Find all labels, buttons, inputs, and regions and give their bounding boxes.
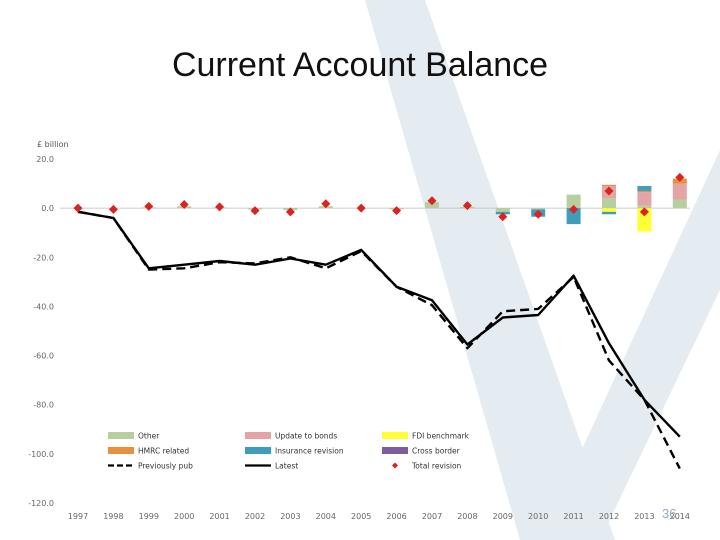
bar-segment xyxy=(602,211,616,215)
x-tick-label: 1999 xyxy=(139,512,159,521)
x-tick-label: 2012 xyxy=(599,512,619,521)
total-revision-marker xyxy=(321,199,331,209)
chart-legend: Other Update to bonds FDI benchmark HMRC re… xyxy=(108,432,470,471)
legend-swatch xyxy=(245,447,271,454)
legend-swatch xyxy=(108,432,134,439)
bar-segment xyxy=(637,205,652,209)
total-revision-marker xyxy=(639,207,649,217)
bar-segment xyxy=(672,199,687,209)
x-tick-label: 2013 xyxy=(634,512,654,521)
watermark-stroke-b xyxy=(540,150,720,540)
x-tick-label: 2003 xyxy=(280,512,300,521)
x-tick-label: 2001 xyxy=(209,512,229,521)
total-revision-marker xyxy=(108,204,118,214)
x-tick-label: 2005 xyxy=(351,512,371,521)
y-tick-label: -20.0 xyxy=(33,253,54,262)
legend-swatch xyxy=(382,432,408,439)
total-revision-marker xyxy=(392,206,402,216)
legend-label: Cross border xyxy=(412,447,461,456)
x-tick-label: 2004 xyxy=(316,512,336,521)
legend-label: Other xyxy=(138,432,160,441)
x-tick-label: 2010 xyxy=(528,512,548,521)
bar-segment xyxy=(602,184,616,187)
bar-segment xyxy=(637,190,652,193)
legend-label: Insurance revision xyxy=(275,447,344,456)
total-revision-marker xyxy=(73,203,83,213)
page-number: 36 xyxy=(662,506,677,521)
x-tick-label: 2009 xyxy=(493,512,513,521)
x-tick-label: 1998 xyxy=(103,512,123,521)
total-revision-marker xyxy=(533,209,543,219)
total-revision-marker xyxy=(285,207,295,217)
watermark-stroke-a xyxy=(365,0,615,540)
y-tick-label: 20.0 xyxy=(36,155,54,164)
bar-segment xyxy=(637,208,652,232)
legend-label: FDI benchmark xyxy=(412,432,470,441)
total-revision-marker xyxy=(675,172,685,182)
total-revision-marker xyxy=(215,202,225,212)
x-tick-label: 2006 xyxy=(386,512,406,521)
total-revision-marker xyxy=(250,206,260,216)
y-tick-label: -100.0 xyxy=(28,450,54,459)
latest-line xyxy=(77,210,681,438)
legend-label: HMRC related xyxy=(138,447,189,456)
total-revision-marker xyxy=(179,199,189,209)
legend-label: Total revision xyxy=(411,462,462,471)
bar-segment xyxy=(566,194,581,209)
x-tick-label: 2008 xyxy=(457,512,477,521)
y-tick-label: -80.0 xyxy=(33,401,54,410)
total-revision-marker xyxy=(427,196,437,206)
y-tick-label: -60.0 xyxy=(33,352,54,361)
x-tick-label: 2014 xyxy=(670,512,690,521)
y-tick-label: 0.0 xyxy=(41,204,54,213)
bar-segment xyxy=(531,208,546,210)
x-tick-label: 1997 xyxy=(68,512,88,521)
bar-segment xyxy=(495,208,510,212)
legend-label: Latest xyxy=(275,462,298,471)
bar-segment xyxy=(637,186,652,191)
balance-lines xyxy=(77,210,681,470)
bar-segment xyxy=(566,208,581,225)
legend-swatch xyxy=(392,462,398,469)
bar-segment xyxy=(637,192,652,206)
bar-segment xyxy=(672,183,687,200)
legend-swatch xyxy=(245,432,271,439)
legend-swatch xyxy=(382,447,408,454)
y-tick-label: -120.0 xyxy=(28,499,54,508)
stacked-bars xyxy=(141,178,687,232)
x-tick-label: 2007 xyxy=(422,512,442,521)
total-revision-marker xyxy=(144,201,154,211)
total-revision-marker xyxy=(498,212,508,222)
previously-published-line xyxy=(77,210,681,470)
total-revision-marker xyxy=(356,203,366,213)
total-revision-marker xyxy=(604,186,614,196)
chart-axes: £ billion 20.0 0.0 -20.0 -40.0 -60.0 -80.0 -100… xyxy=(28,140,690,521)
x-tick-label: 2011 xyxy=(563,512,583,521)
total-revision-markers xyxy=(73,172,685,222)
background-watermark-logo xyxy=(365,0,720,540)
bar-segment xyxy=(602,198,616,209)
bar-segment xyxy=(602,208,616,212)
y-unit-label: £ billion xyxy=(37,140,69,149)
total-revision-marker xyxy=(569,204,579,214)
legend-swatch xyxy=(108,447,134,454)
x-tick-label: 2002 xyxy=(245,512,265,521)
slide-title: Current Account Balance xyxy=(171,46,549,84)
y-tick-label: -40.0 xyxy=(33,302,54,311)
total-revision-marker xyxy=(462,201,472,211)
legend-label: Previously pub xyxy=(138,462,193,471)
legend-label: Update to bonds xyxy=(275,432,337,441)
x-tick-label: 2000 xyxy=(174,512,194,521)
